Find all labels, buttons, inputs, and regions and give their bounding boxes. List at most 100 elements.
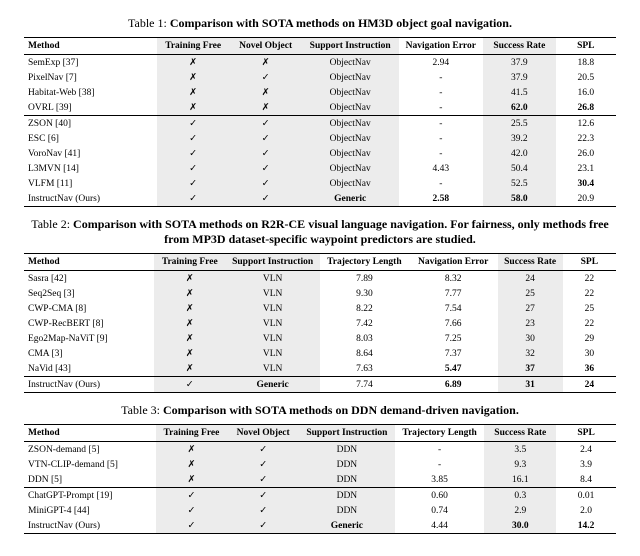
- table-cell: [229, 100, 301, 116]
- table-cell: [154, 286, 225, 301]
- table-cell: 0.01: [556, 488, 616, 504]
- table-cell: ObjectNav: [302, 161, 399, 176]
- table-cell: -: [399, 176, 484, 191]
- table-cell: 22: [563, 286, 616, 301]
- table-cell: [227, 518, 299, 534]
- table-cell: [154, 346, 225, 361]
- table-cell: 31: [498, 377, 563, 393]
- table-cell: -: [399, 131, 484, 146]
- table-row: Seq2Seq [3]VLN9.307.772522: [24, 286, 616, 301]
- table2-caption: Table 2: Comparison with SOTA methods on…: [24, 217, 616, 247]
- table-cell: 3.85: [395, 472, 485, 488]
- col-header: Method: [24, 425, 156, 442]
- table-cell: 30.0: [484, 518, 556, 534]
- table-cell: -: [399, 116, 484, 132]
- table-cell: 62.0: [483, 100, 555, 116]
- col-header: SPL: [563, 254, 616, 271]
- col-header: Success Rate: [498, 254, 563, 271]
- table-row: MiniGPT-4 [44]DDN0.742.92.0: [24, 503, 616, 518]
- table-cell: VLN: [225, 346, 320, 361]
- table-cell: VLN: [225, 301, 320, 316]
- table-cell: CWP-RecBERT [8]: [24, 316, 154, 331]
- table-cell: [229, 191, 301, 207]
- table-cell: PixelNav [7]: [24, 70, 157, 85]
- table-row: Sasra [42]VLN7.898.322422: [24, 271, 616, 287]
- table-cell: Seq2Seq [3]: [24, 286, 154, 301]
- table-cell: VLN: [225, 361, 320, 377]
- table-row: CWP-CMA [8]VLN8.227.542725: [24, 301, 616, 316]
- table-cell: 36: [563, 361, 616, 377]
- table-cell: 24: [498, 271, 563, 287]
- table-cell: [227, 503, 299, 518]
- table-cell: 42.0: [483, 146, 555, 161]
- table3-container: Table 3: Comparison with SOTA methods on…: [24, 403, 616, 534]
- table-cell: [156, 488, 228, 504]
- table2: MethodTraining FreeSupport InstructionTr…: [24, 253, 616, 393]
- table-cell: ObjectNav: [302, 116, 399, 132]
- table-cell: 7.89: [320, 271, 409, 287]
- table-row: InstructNav (Ours)Generic2.5858.020.9: [24, 191, 616, 207]
- table-cell: [157, 85, 229, 100]
- table-cell: [154, 271, 225, 287]
- table-cell: 16.1: [484, 472, 556, 488]
- col-header: Method: [24, 38, 157, 55]
- col-header: Support Instruction: [302, 38, 399, 55]
- table-cell: 7.74: [320, 377, 409, 393]
- table-cell: 58.0: [483, 191, 555, 207]
- col-header: Support Instruction: [225, 254, 320, 271]
- table-cell: 2.9: [484, 503, 556, 518]
- table-cell: MiniGPT-4 [44]: [24, 503, 156, 518]
- table-row: ZSON [40]ObjectNav-25.512.6: [24, 116, 616, 132]
- table-cell: ZSON [40]: [24, 116, 157, 132]
- table-cell: ObjectNav: [302, 100, 399, 116]
- table-cell: [154, 361, 225, 377]
- table-cell: 37: [498, 361, 563, 377]
- table-cell: [229, 70, 301, 85]
- table-cell: [157, 100, 229, 116]
- table-cell: VTN-CLIP-demand [5]: [24, 457, 156, 472]
- table-cell: VLN: [225, 271, 320, 287]
- table-cell: 26.8: [556, 100, 616, 116]
- table-cell: 0.3: [484, 488, 556, 504]
- table-row: InstructNav (Ours)Generic4.4430.014.2: [24, 518, 616, 534]
- table-cell: 25: [498, 286, 563, 301]
- table-row: OVRL [39]ObjectNav-62.026.8: [24, 100, 616, 116]
- table-cell: 30: [563, 346, 616, 361]
- table-cell: Generic: [299, 518, 395, 534]
- table-cell: 0.60: [395, 488, 485, 504]
- caption-bold: Comparison with SOTA methods on DDN dema…: [163, 403, 519, 417]
- table-cell: 52.5: [483, 176, 555, 191]
- table-cell: [229, 55, 301, 71]
- table-row: VLFM [11]ObjectNav-52.530.4: [24, 176, 616, 191]
- table-cell: [154, 331, 225, 346]
- caption-prefix: Table 2:: [31, 217, 73, 231]
- table-cell: 25: [563, 301, 616, 316]
- table-cell: InstructNav (Ours): [24, 191, 157, 207]
- table-cell: 32: [498, 346, 563, 361]
- table-cell: 30.4: [556, 176, 616, 191]
- table-row: InstructNav (Ours)Generic7.746.893124: [24, 377, 616, 393]
- table-cell: 18.8: [556, 55, 616, 71]
- table-cell: 0.74: [395, 503, 485, 518]
- col-header: SPL: [556, 38, 616, 55]
- table-cell: -: [399, 85, 484, 100]
- table-cell: 20.5: [556, 70, 616, 85]
- table-cell: DDN: [299, 472, 395, 488]
- table-cell: OVRL [39]: [24, 100, 157, 116]
- col-header: Training Free: [154, 254, 225, 271]
- table-cell: 27: [498, 301, 563, 316]
- col-header: Method: [24, 254, 154, 271]
- col-header: Support Instruction: [299, 425, 395, 442]
- table-cell: [229, 85, 301, 100]
- table-cell: 9.3: [484, 457, 556, 472]
- table-cell: [229, 146, 301, 161]
- table-cell: 41.5: [483, 85, 555, 100]
- col-header: Success Rate: [484, 425, 556, 442]
- table-cell: [157, 116, 229, 132]
- table-row: CMA [3]VLN8.647.373230: [24, 346, 616, 361]
- table-cell: [156, 503, 228, 518]
- table-cell: ChatGPT-Prompt [19]: [24, 488, 156, 504]
- table-cell: 26.0: [556, 146, 616, 161]
- table-cell: 7.63: [320, 361, 409, 377]
- table-cell: 22.3: [556, 131, 616, 146]
